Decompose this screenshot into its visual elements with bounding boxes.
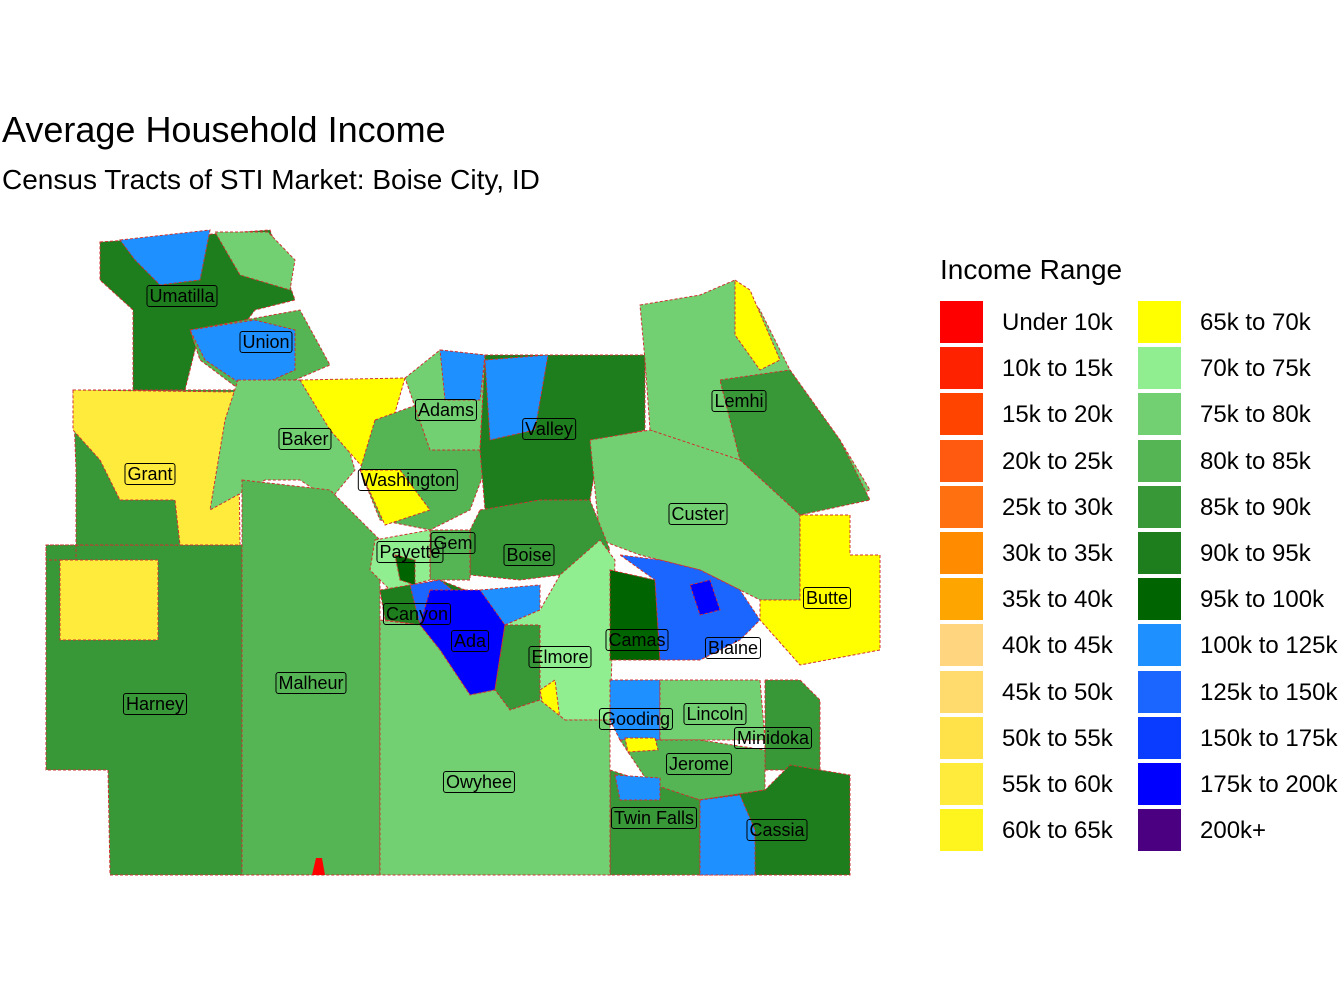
legend-label: 40k to 45k [1002, 632, 1113, 660]
county-butte [759, 514, 881, 666]
legend-label: 60k to 65k [1002, 817, 1113, 845]
county-label-jerome: Jerome [665, 753, 733, 775]
legend-label: 25k to 30k [1002, 493, 1113, 521]
legend-label: 85k to 90k [1200, 493, 1311, 521]
county-owyhee [379, 619, 611, 876]
county-label-union: Union [239, 331, 293, 353]
legend-swatch [940, 670, 983, 713]
county-shapes [45, 229, 881, 876]
legend-label: 65k to 70k [1200, 309, 1311, 336]
legend-swatch [940, 809, 983, 852]
legend-swatch [940, 624, 983, 667]
county-label-boise: Boise [503, 544, 555, 566]
legend-label: 80k to 85k [1200, 447, 1311, 475]
legend-swatch [1138, 716, 1181, 759]
legend-swatch [940, 716, 983, 759]
county-label-baker: Baker [278, 428, 332, 450]
legend-swatch [1138, 624, 1181, 667]
legend-label: 95k to 100k [1200, 586, 1325, 614]
legend-label: 15k to 20k [1002, 401, 1113, 429]
legend-swatch [1138, 809, 1181, 852]
county-label-camas: Camas [605, 629, 669, 651]
legend-label: 70k to 75k [1200, 355, 1311, 383]
legend-swatch [1138, 763, 1181, 805]
county-blaine [619, 554, 761, 661]
legend-label: 150k to 175k [1200, 724, 1338, 752]
legend-swatch [940, 578, 983, 621]
legend-swatch [940, 347, 983, 390]
legend-label: 45k to 50k [1002, 678, 1113, 706]
county-label-owyhee: Owyhee [442, 771, 516, 793]
legend-swatch [1138, 347, 1181, 390]
legend-swatch [940, 301, 983, 343]
county-label-custer: Custer [668, 503, 728, 525]
legend-label: 90k to 95k [1200, 540, 1311, 567]
county-label-lemhi: Lemhi [711, 390, 767, 412]
county-label-adams: Adams [414, 399, 478, 421]
legend-swatch [1138, 532, 1181, 574]
legend-swatch [1138, 393, 1181, 436]
legend-label: 50k to 55k [1002, 724, 1113, 752]
county-label-gooding: Gooding [598, 708, 674, 730]
county-label-malheur: Malheur [275, 672, 347, 694]
legend-label: 10k to 15k [1002, 355, 1113, 383]
legend-label: 100k to 125k [1200, 632, 1338, 660]
legend-label: Under 10k [1002, 309, 1113, 336]
legend-swatch [1138, 439, 1181, 482]
legend-label: 30k to 35k [1002, 540, 1113, 567]
legend-label: 55k to 60k [1002, 771, 1113, 798]
county-label-twin-falls: Twin Falls [610, 807, 698, 829]
legend-swatch [1138, 578, 1181, 621]
county-label-cassia: Cassia [746, 819, 808, 841]
map-subtitle: Census Tracts of STI Market: Boise City,… [2, 164, 540, 195]
legend-label: 125k to 150k [1200, 678, 1338, 706]
legend-swatch [1138, 485, 1181, 528]
county-label-gem: Gem [430, 532, 476, 554]
county-label-minidoka: Minidoka [733, 727, 813, 749]
legend-label: 20k to 25k [1002, 447, 1113, 475]
legend-swatch [940, 485, 983, 528]
legend-swatch [1138, 301, 1181, 343]
county-label-ada: Ada [450, 630, 490, 652]
legend-swatch [940, 439, 983, 482]
legend-label: 200k+ [1200, 817, 1267, 845]
county-label-umatilla: Umatilla [146, 285, 218, 307]
county-label-canyon: Canyon [382, 603, 452, 625]
county-label-washington: Washington [357, 469, 459, 491]
county-label-elmore: Elmore [528, 646, 592, 668]
legend-swatch [940, 393, 983, 436]
map-title: Average Household Income [2, 109, 446, 150]
legend-label: 75k to 80k [1200, 401, 1311, 429]
legend-swatch [940, 763, 983, 805]
county-label-lincoln: Lincoln [683, 703, 747, 725]
county-label-harney: Harney [122, 693, 188, 715]
county-minidoka [764, 679, 821, 771]
legend-title: Income Range [940, 254, 1123, 285]
legend-label: 35k to 40k [1002, 586, 1113, 614]
county-label-payette: Payette [376, 541, 444, 563]
county-label-grant: Grant [124, 463, 176, 485]
legend-label: 175k to 200k [1200, 771, 1338, 798]
county-label-valley: Valley [522, 418, 576, 440]
legend-swatch [940, 532, 983, 574]
county-label-butte: Butte [802, 587, 852, 609]
county-label-blaine: Blaine [704, 637, 762, 659]
legend-swatch [1138, 670, 1181, 713]
